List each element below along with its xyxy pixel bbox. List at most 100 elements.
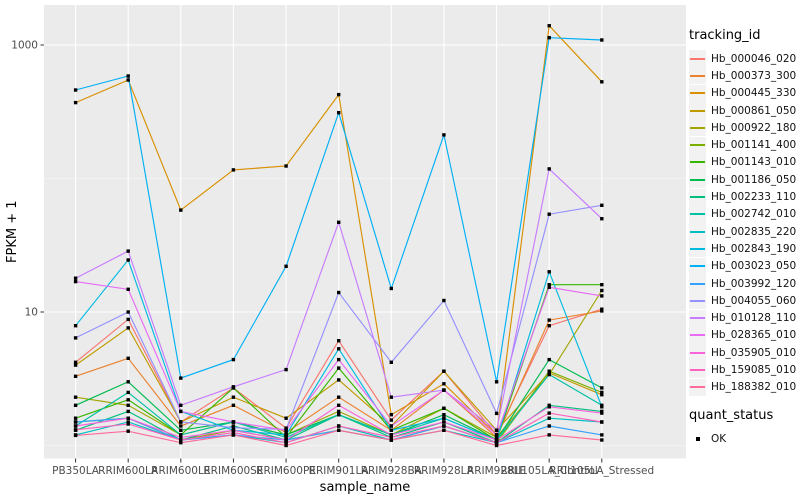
x-tick-label: RRIM928LA <box>414 465 475 477</box>
data-point <box>600 288 604 293</box>
data-point <box>389 424 393 428</box>
data-point <box>284 428 288 432</box>
series-color-swatch <box>690 265 705 268</box>
data-point <box>547 357 551 362</box>
data-point <box>231 430 236 435</box>
y-tick-label: 10 <box>25 307 38 319</box>
data-point <box>126 310 130 314</box>
data-point <box>284 164 288 168</box>
data-point-markers <box>73 24 604 448</box>
legend-key <box>689 67 706 85</box>
series-color-swatch <box>690 178 705 181</box>
data-point <box>600 294 604 298</box>
series-color-swatch <box>690 282 705 285</box>
data-point <box>284 438 288 442</box>
data-point <box>600 405 604 409</box>
data-point <box>494 411 499 416</box>
legend-item-label: Hb_000373_300 <box>711 69 797 82</box>
data-point <box>389 435 393 440</box>
data-point <box>547 36 551 40</box>
data-point <box>337 290 341 295</box>
data-point <box>337 378 341 382</box>
series-color-swatch <box>690 161 705 164</box>
legend-item-Hb_028365_010: Hb_028365_010 <box>689 326 799 344</box>
data-point <box>600 411 604 415</box>
data-point <box>337 409 341 414</box>
legend-item-label: Hb_001141_400 <box>711 139 797 152</box>
legend-key <box>689 309 706 327</box>
data-point <box>73 324 78 328</box>
data-point <box>547 324 551 328</box>
data-point <box>179 438 183 442</box>
data-point <box>231 428 236 432</box>
data-point <box>547 416 551 420</box>
legend-item-Hb_159085_010: Hb_159085_010 <box>689 361 799 379</box>
data-point <box>547 411 551 415</box>
data-point <box>73 433 78 438</box>
data-point <box>73 428 78 432</box>
series-color-swatch <box>690 196 705 199</box>
legend-item-Hb_003992_120: Hb_003992_120 <box>689 275 799 292</box>
legend-item-Hb_000445_330: Hb_000445_330 <box>689 84 799 102</box>
legend-key <box>689 361 706 379</box>
data-point <box>126 390 130 395</box>
data-point <box>231 403 236 407</box>
data-point <box>126 422 130 426</box>
data-point <box>179 208 183 212</box>
legend-item-Hb_001143_010: Hb_001143_010 <box>689 153 799 171</box>
legend-item-label: Hb_002233_110 <box>711 191 797 204</box>
data-point <box>126 326 130 330</box>
data-point <box>337 428 341 432</box>
data-point <box>284 435 288 440</box>
data-point <box>600 420 604 424</box>
legend-key <box>689 275 706 292</box>
x-tick-label: RRIM928LE <box>467 465 526 477</box>
data-point <box>231 385 236 389</box>
data-point <box>73 420 78 424</box>
legend-key <box>689 326 706 344</box>
data-point <box>337 347 341 351</box>
data-point <box>600 433 604 437</box>
data-point <box>337 357 341 362</box>
series-color-swatch <box>690 317 705 320</box>
data-point <box>179 409 183 414</box>
legend-item-label: Hb_002742_010 <box>711 208 797 221</box>
x-tick-label: RRIM600LA <box>98 465 159 477</box>
legend-key <box>689 153 706 171</box>
data-point <box>547 318 551 322</box>
data-point <box>73 360 78 364</box>
data-point <box>284 433 288 437</box>
data-point <box>442 406 446 410</box>
data-point <box>337 413 341 417</box>
legend-item-label: Hb_003023_050 <box>711 260 797 273</box>
series-color-swatch <box>690 368 705 371</box>
data-point <box>337 92 341 97</box>
series-color-swatch <box>690 299 705 302</box>
quant-legend-item: OK <box>689 430 799 447</box>
data-point <box>547 369 551 373</box>
data-point <box>547 167 551 171</box>
legend-item-label: Hb_010128_110 <box>711 312 797 325</box>
series-color-swatch <box>690 126 705 129</box>
data-point <box>547 283 551 287</box>
series-color-swatch <box>690 334 705 337</box>
quant-legend-key <box>689 430 706 447</box>
data-point <box>231 168 236 172</box>
data-point <box>126 258 130 262</box>
data-point <box>442 428 446 432</box>
data-point <box>442 298 446 303</box>
legend-item-Hb_000922_180: Hb_000922_180 <box>689 119 799 137</box>
data-point <box>547 212 551 216</box>
legend-item-Hb_188382_010: Hb_188382_010 <box>689 378 799 396</box>
data-point <box>600 390 604 395</box>
legend-key <box>689 102 706 120</box>
legend-item-label: Hb_000861_050 <box>711 104 797 117</box>
x-axis-title: sample_name <box>320 480 411 495</box>
series-color-swatch <box>690 230 705 233</box>
data-point <box>442 424 446 428</box>
data-point <box>73 88 78 92</box>
data-point <box>73 336 78 340</box>
data-point <box>389 395 393 399</box>
